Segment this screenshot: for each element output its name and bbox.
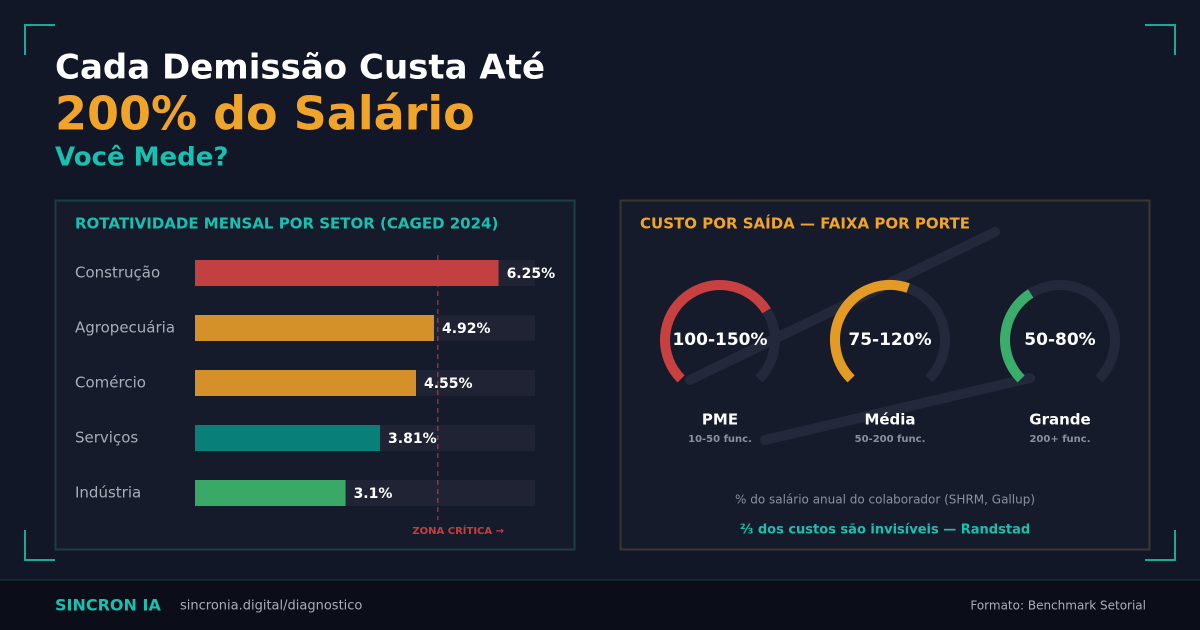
gauge-category: PME [702,411,738,429]
format: Formato: Benchmark Setorial [970,599,1146,613]
gauge-value: 75-120% [848,330,931,350]
bar-chart-title: ROTATIVIDADE MENSAL POR SETOR (CAGED 202… [75,215,498,233]
value-label: 4.55% [424,376,473,392]
gauge-caption: % do salário anual do colaborador (SHRM,… [735,493,1035,507]
gauge-note: 200+ func. [1029,434,1090,445]
category-label: Agropecuária [75,319,175,337]
category-label: Serviços [75,429,138,447]
gauge-highlight: ⅔ dos custos são invisíveis — Randstad [740,523,1030,538]
gauge-value: 100-150% [672,330,767,350]
bar [195,480,346,506]
gauge-arc [660,280,771,383]
gauge-value: 50-80% [1024,330,1095,350]
gauge-category: Média [864,411,915,429]
category-label: Construção [75,264,160,282]
category-label: Indústria [75,484,141,502]
gauge-category: Grande [1029,411,1090,429]
bar [195,425,381,451]
value-label: 6.25% [507,266,556,282]
corner-brackets [24,24,1176,561]
url: sincronia.digital/diagnostico [180,599,362,614]
title-line2: 200% do Salário [55,87,475,141]
bar [195,260,499,286]
gauge-arc [1000,289,1034,383]
gauge-chart-title: CUSTO POR SAÍDA — FAIXA POR PORTE [640,214,970,233]
value-label: 4.92% [442,321,491,337]
title-line1: Cada Demissão Custa Até [55,48,545,88]
gauge-arc [830,280,910,383]
value-label: 3.1% [354,486,393,502]
gauge-note: 50-200 func. [855,434,926,445]
brand: SINCRON IA [55,596,161,615]
gauge-note: 10-50 func. [688,434,752,445]
bar [195,370,416,396]
bar [195,315,434,341]
reference-label: ZONA CRÍTICA → [412,524,504,537]
title-line3: Você Mede? [55,143,229,173]
category-label: Comércio [75,374,146,392]
footer [0,580,1200,630]
value-label: 3.81% [388,431,437,447]
